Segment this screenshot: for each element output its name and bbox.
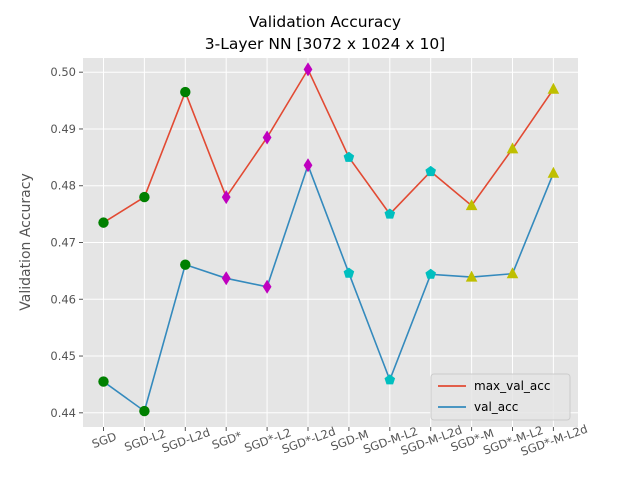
data-point-val-acc-8 — [425, 268, 436, 279]
y-axis: 0.44 0.45 0.46 0.47 0.48 0.49 0.50 — [50, 65, 83, 420]
y-tick-label: 0.50 — [50, 65, 76, 79]
x-tick-label: SGD* — [210, 428, 244, 452]
data-point-max-val-acc-2 — [180, 86, 191, 98]
chart-subtitle: 3-Layer NN [3072 x 1024 x 10] — [205, 35, 445, 53]
x-axis: SGD SGD-L2SGD-L2dSGD*SGD*-L2SGD*-L2dSGD-M… — [90, 422, 589, 459]
data-point-val-acc-5 — [303, 158, 313, 173]
data-point-val-acc-4 — [262, 279, 272, 294]
series-line-max-val-acc — [103, 67, 555, 224]
data-point-max-val-acc-1 — [139, 191, 150, 203]
data-point-val-acc-2 — [180, 259, 191, 270]
data-point-max-val-acc-9 — [465, 199, 478, 211]
x-tick-label: SGD — [90, 429, 118, 451]
data-point-val-acc-7 — [384, 374, 396, 385]
data-point-val-acc-6 — [343, 267, 355, 278]
series-lines — [103, 67, 555, 413]
data-point-max-val-acc-8 — [425, 165, 436, 177]
y-tick-label: 0.47 — [50, 236, 76, 250]
data-point-max-val-acc-7 — [384, 208, 396, 219]
data-point-val-acc-11 — [547, 166, 560, 178]
data-point-max-val-acc-10 — [506, 142, 519, 154]
legend-label-max-val-acc: max_val_acc — [474, 379, 550, 393]
grid — [83, 58, 578, 427]
data-point-val-acc-1 — [139, 405, 150, 417]
y-tick-label: 0.48 — [50, 179, 76, 193]
data-point-val-acc-3 — [221, 271, 231, 286]
x-tick-label: SGD-L2d — [160, 425, 212, 455]
chart-title: Validation Accuracy — [249, 13, 401, 31]
legend: max_val_acc val_acc — [430, 373, 571, 421]
data-point-max-val-acc-0 — [98, 217, 109, 228]
data-point-max-val-acc-11 — [547, 82, 560, 94]
y-tick-label: 0.45 — [50, 349, 76, 363]
x-tick-label: SGD-L2 — [122, 426, 167, 454]
data-point-val-acc-0 — [98, 376, 109, 387]
data-point-val-acc-10 — [506, 267, 519, 279]
data-point-max-val-acc-4 — [262, 130, 272, 145]
data-point-max-val-acc-3 — [221, 190, 231, 205]
y-tick-label: 0.49 — [50, 122, 76, 136]
y-tick-label: 0.46 — [50, 292, 76, 306]
data-point-val-acc-9 — [465, 270, 478, 282]
data-point-max-val-acc-5 — [303, 62, 313, 77]
series-line-val-acc — [103, 162, 555, 413]
data-point-max-val-acc-6 — [343, 151, 355, 162]
legend-label-val-acc: val_acc — [474, 400, 518, 414]
y-tick-label: 0.44 — [50, 406, 76, 420]
y-axis-label: Validation Accuracy — [18, 173, 34, 311]
data-markers — [98, 62, 560, 417]
